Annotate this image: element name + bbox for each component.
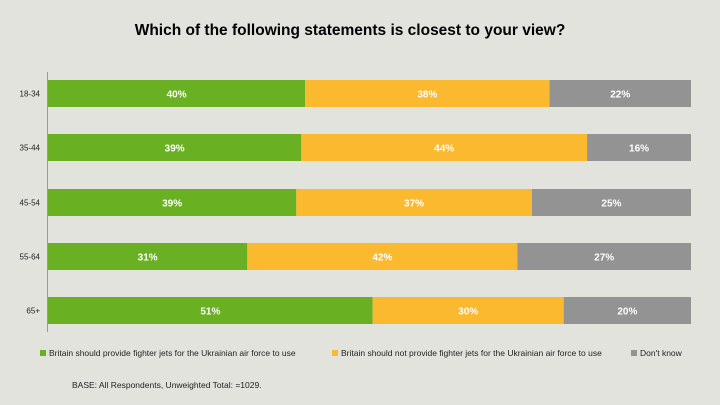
bar-65-series-1 [372, 297, 564, 324]
bar-35-44-series-0 [48, 134, 302, 161]
bar-65-series-2 [563, 297, 691, 324]
legend-label-provide: Britain should provide fighter jets for … [49, 348, 296, 358]
data-label-45-54-series-1: 37% [404, 199, 424, 210]
data-label-55-64-series-0: 31% [138, 253, 158, 264]
bar-45-54-series-1 [296, 189, 532, 216]
bar-65-series-0 [48, 297, 373, 324]
data-label-18-34-series-2: 22% [610, 90, 630, 101]
bar-18-34-series-0 [48, 80, 306, 107]
category-label-65: 65+ [26, 307, 40, 316]
base-footnote: BASE: All Respondents, Unweighted Total:… [72, 380, 262, 390]
category-label-18-34: 18-34 [20, 90, 41, 99]
data-label-18-34-series-0: 40% [167, 90, 187, 101]
legend-swatch-dont-know [631, 350, 637, 356]
data-label-35-44-series-1: 44% [434, 144, 454, 155]
data-label-35-44-series-2: 16% [629, 144, 649, 155]
legend-label-dont-know: Don't know [640, 348, 682, 358]
legend-item-not-provide: Britain should not provide fighter jets … [332, 348, 602, 358]
category-label-35-44: 35-44 [20, 144, 41, 153]
bar-55-64-series-1 [247, 243, 518, 270]
bar-18-34-series-2 [549, 80, 691, 107]
data-label-65-series-2: 20% [617, 307, 637, 318]
bar-55-64-series-2 [517, 243, 691, 270]
data-label-65-series-0: 51% [200, 307, 220, 318]
bar-45-54-series-0 [48, 189, 297, 216]
data-label-45-54-series-0: 39% [162, 199, 182, 210]
bar-35-44-series-2 [587, 134, 691, 161]
bar-45-54-series-2 [531, 189, 691, 216]
category-label-55-64: 55-64 [20, 253, 41, 262]
bar-18-34-series-1 [305, 80, 550, 107]
bar-35-44-series-1 [301, 134, 588, 161]
bar-55-64-series-0 [48, 243, 248, 270]
chart-title: Which of the following statements is clo… [134, 22, 566, 39]
data-label-65-series-1: 30% [458, 307, 478, 318]
legend-item-dont-know: Don't know [631, 348, 682, 358]
legend-label-not-provide: Britain should not provide fighter jets … [341, 348, 602, 358]
data-label-35-44-series-0: 39% [165, 144, 185, 155]
data-label-18-34-series-1: 38% [417, 90, 437, 101]
category-label-45-54: 45-54 [20, 199, 41, 208]
legend-swatch-not-provide [332, 350, 338, 356]
data-label-55-64-series-1: 42% [372, 253, 392, 264]
data-label-55-64-series-2: 27% [594, 253, 614, 264]
data-label-45-54-series-2: 25% [601, 199, 621, 210]
legend-swatch-provide [40, 350, 46, 356]
legend-item-provide: Britain should provide fighter jets for … [40, 348, 296, 358]
